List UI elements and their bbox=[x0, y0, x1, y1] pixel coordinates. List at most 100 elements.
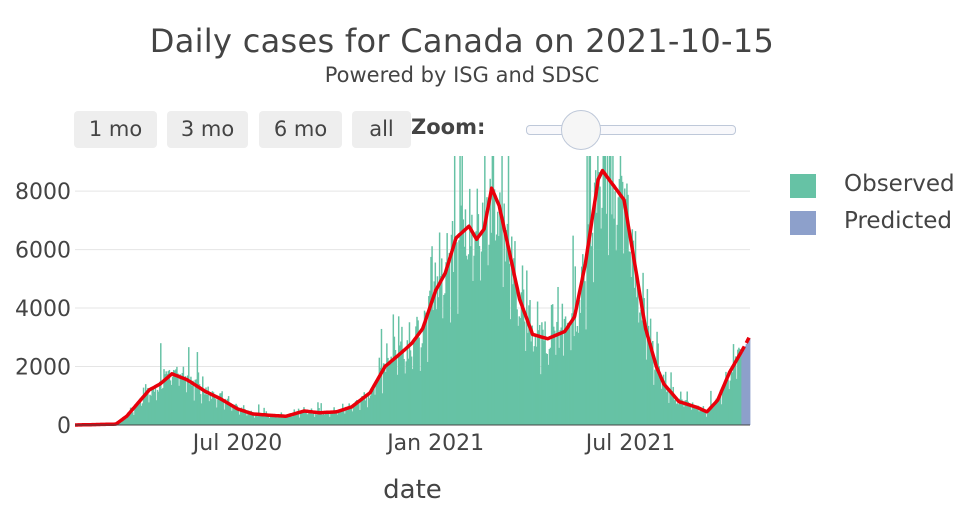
observed-bar bbox=[533, 346, 536, 425]
observed-bar bbox=[273, 414, 275, 425]
observed-bar bbox=[147, 387, 149, 425]
observed-bar bbox=[227, 396, 230, 425]
observed-bar bbox=[310, 408, 313, 425]
observed-bar bbox=[166, 374, 168, 425]
observed-bar bbox=[338, 409, 341, 425]
predicted-bar bbox=[743, 347, 746, 425]
observed-bar bbox=[422, 322, 425, 425]
observed-bar bbox=[493, 189, 496, 425]
observed-bar bbox=[730, 367, 733, 425]
observed-bar bbox=[265, 411, 268, 425]
observed-bar bbox=[239, 408, 242, 425]
observed-bar bbox=[600, 228, 602, 425]
observed-bar bbox=[577, 332, 580, 425]
observed-bar bbox=[414, 342, 416, 425]
observed-bar bbox=[698, 411, 700, 425]
legend-item-observed[interactable]: Observed bbox=[790, 171, 960, 199]
observed-bar bbox=[436, 276, 439, 425]
observed-bar bbox=[186, 375, 189, 425]
y-tick-label: 2000 bbox=[15, 356, 71, 381]
observed-bar bbox=[170, 384, 173, 425]
range-button-6-months[interactable]: 6 mo bbox=[259, 111, 342, 148]
observed-bar bbox=[605, 213, 608, 425]
observed-bar bbox=[696, 408, 698, 425]
observed-bar bbox=[296, 413, 299, 425]
observed-bar bbox=[397, 316, 400, 425]
observed-bar bbox=[456, 242, 458, 425]
observed-bar bbox=[505, 230, 508, 425]
observed-bar bbox=[530, 341, 532, 425]
observed-bar bbox=[481, 202, 484, 425]
observed-bar bbox=[409, 350, 412, 425]
observed-bar bbox=[313, 416, 316, 425]
observed-bar bbox=[194, 379, 196, 425]
observed-bar bbox=[193, 400, 195, 425]
observed-bar bbox=[354, 401, 357, 425]
zoom-slider-track[interactable] bbox=[526, 125, 736, 135]
observed-bar bbox=[500, 220, 502, 425]
observed-bar bbox=[244, 408, 246, 425]
observed-bar bbox=[576, 325, 579, 425]
observed-bar bbox=[677, 404, 680, 425]
observed-bar bbox=[226, 398, 229, 425]
range-button-3-months[interactable]: 3 mo bbox=[167, 111, 248, 148]
observed-bar bbox=[549, 347, 552, 425]
range-button-1-month[interactable]: 1 mo bbox=[74, 111, 157, 148]
observed-bar bbox=[399, 345, 401, 425]
observed-bar bbox=[722, 388, 724, 425]
observed-bar bbox=[625, 199, 627, 425]
observed-bar bbox=[653, 384, 655, 425]
predicted-bar bbox=[741, 351, 743, 425]
observed-bar bbox=[725, 371, 727, 425]
observed-bar bbox=[445, 262, 447, 425]
observed-bar bbox=[307, 413, 310, 425]
observed-bar bbox=[234, 404, 236, 425]
observed-bar bbox=[728, 389, 730, 425]
observed-bar bbox=[411, 369, 414, 425]
observed-bar bbox=[467, 254, 470, 425]
observed-bar bbox=[668, 402, 670, 425]
observed-bar bbox=[395, 355, 398, 425]
observed-bar bbox=[319, 413, 321, 425]
observed-bar bbox=[238, 414, 241, 425]
observed-bar bbox=[373, 385, 375, 425]
observed-bar bbox=[136, 405, 138, 425]
legend-item-predicted[interactable]: Predicted bbox=[790, 208, 960, 236]
observed-bar bbox=[360, 401, 362, 425]
predicted-swatch bbox=[790, 211, 816, 235]
observed-bar bbox=[583, 267, 585, 425]
observed-bar bbox=[348, 403, 350, 425]
predicted-bar bbox=[742, 349, 744, 425]
observed-bar bbox=[274, 416, 276, 425]
observed-bar bbox=[671, 390, 673, 425]
observed-bar bbox=[294, 413, 297, 425]
range-button-all[interactable]: all bbox=[352, 111, 411, 148]
observed-bar bbox=[673, 400, 676, 425]
observed-bar bbox=[558, 347, 560, 425]
observed-bar bbox=[290, 416, 292, 425]
observed-bar bbox=[703, 412, 706, 425]
observed-bar bbox=[297, 408, 300, 425]
observed-bar bbox=[473, 255, 475, 425]
observed-bar bbox=[490, 232, 493, 425]
observed-bar bbox=[222, 400, 224, 425]
observed-bar bbox=[242, 405, 245, 425]
observed-bar bbox=[298, 417, 301, 425]
observed-bar bbox=[231, 410, 233, 425]
observed-bar bbox=[120, 420, 122, 425]
observed-bar bbox=[531, 325, 533, 425]
observed-bar bbox=[332, 410, 334, 425]
observed-bar bbox=[624, 188, 626, 425]
observed-bar bbox=[683, 406, 685, 425]
observed-bar bbox=[381, 393, 384, 425]
observed-bar bbox=[701, 409, 704, 425]
observed-bar bbox=[365, 396, 368, 425]
observed-bar bbox=[212, 392, 215, 425]
observed-bar bbox=[638, 322, 640, 425]
observed-bar bbox=[236, 405, 238, 425]
observed-bar bbox=[617, 197, 620, 425]
observed-bar bbox=[631, 229, 634, 425]
y-tick-label: 8000 bbox=[15, 180, 71, 205]
zoom-slider-handle[interactable] bbox=[561, 110, 601, 150]
observed-bar bbox=[190, 376, 192, 425]
